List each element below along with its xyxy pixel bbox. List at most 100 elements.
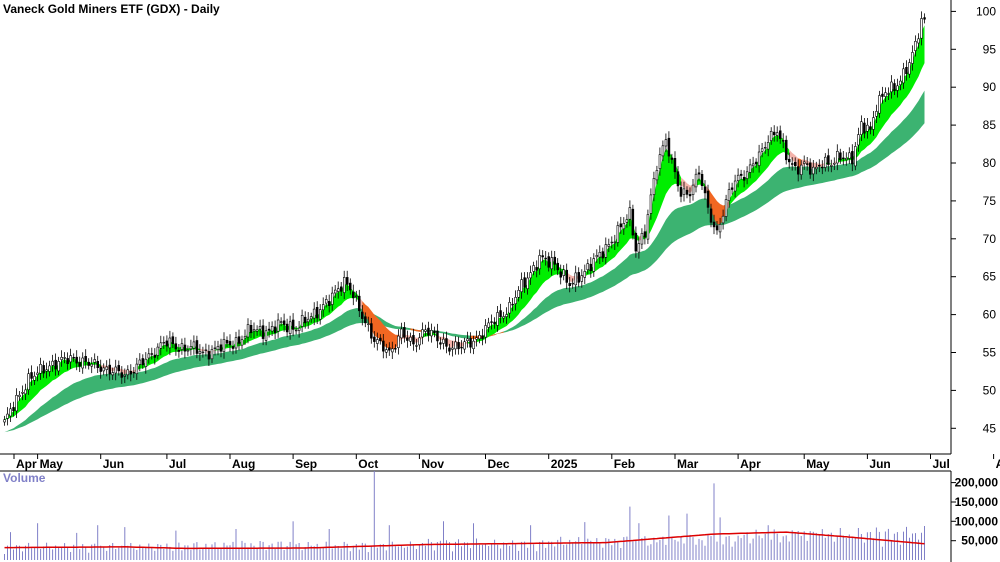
candle-body [619, 223, 623, 228]
candle [920, 11, 923, 46]
candle-body [264, 330, 268, 341]
candle [454, 336, 457, 355]
candle-body [186, 349, 190, 352]
short-term-ema-band-weak [199, 348, 215, 355]
candle [144, 352, 148, 374]
candle-body [830, 165, 833, 167]
candle [622, 217, 626, 235]
candle-body [682, 188, 686, 195]
candle-body [105, 366, 109, 370]
candle [640, 228, 644, 249]
volume-panel [0, 470, 951, 560]
candle-body [778, 130, 782, 139]
candle [646, 209, 650, 244]
candle-body [51, 360, 54, 366]
candle [796, 159, 800, 182]
candle [201, 346, 205, 358]
candle [117, 360, 121, 376]
candle-body [460, 346, 463, 349]
short-term-ema-band-weak [831, 157, 838, 165]
candle-body [370, 323, 373, 339]
candle [565, 263, 568, 290]
candle [367, 316, 370, 332]
candle [30, 365, 33, 386]
candle [872, 111, 875, 136]
candle-body [493, 321, 496, 325]
candle-body [673, 158, 677, 173]
candle-body [183, 344, 187, 352]
candle-body [360, 311, 364, 319]
candle [823, 153, 827, 172]
candle [754, 158, 758, 168]
candle [742, 170, 746, 188]
x-tick-label: May [40, 457, 64, 471]
candle-body [424, 329, 427, 332]
x-tick-label: Mar [677, 457, 699, 471]
candle [240, 335, 244, 350]
candle-body [162, 341, 166, 344]
candle [851, 144, 854, 172]
candle-body [415, 345, 418, 347]
candle [715, 221, 719, 235]
candle-body [144, 358, 148, 367]
candle-body [721, 215, 725, 224]
candle-body [652, 178, 656, 195]
candle [583, 264, 586, 285]
candle [863, 118, 866, 139]
candle-body [261, 325, 265, 339]
volume-tick-label: 50,000 [961, 534, 998, 548]
short-term-ema-band-up [825, 162, 832, 165]
candle-body [403, 327, 406, 338]
candle-body [577, 272, 580, 283]
candle-body [54, 359, 57, 370]
candle-body [664, 139, 668, 147]
candle-body [814, 166, 818, 170]
candle [899, 75, 902, 91]
candle [45, 362, 48, 379]
candle [48, 360, 51, 377]
candle [802, 155, 806, 170]
candle [592, 253, 595, 277]
candle [748, 158, 752, 179]
candle [132, 367, 136, 378]
candle [3, 415, 6, 426]
candle-body [69, 355, 72, 363]
x-tick-label: May [806, 457, 830, 471]
candle [902, 62, 905, 89]
candle-body [833, 162, 836, 165]
candle-body [60, 356, 63, 360]
candle [499, 303, 502, 324]
candle [529, 265, 532, 285]
candle-body [315, 306, 319, 319]
candle-body [249, 324, 253, 334]
candle-body [586, 263, 589, 271]
candle-body [18, 394, 21, 397]
candle [207, 344, 211, 366]
candle-body [288, 321, 292, 334]
candle-body [21, 391, 24, 394]
candle-body [863, 122, 866, 134]
candle [866, 118, 869, 139]
candle-body [712, 221, 716, 228]
candle [811, 160, 815, 182]
candle-body [872, 117, 875, 130]
candle-body [556, 262, 559, 271]
candle-body [373, 336, 376, 342]
candle [463, 337, 466, 354]
candle [12, 401, 15, 417]
candle-body [823, 156, 827, 168]
short-term-ema-band-up [476, 259, 567, 343]
candle-body [3, 419, 6, 423]
candle [896, 78, 899, 98]
candle-body [781, 140, 785, 142]
candle [282, 313, 286, 332]
candle-body [481, 335, 484, 339]
volume-tick-label: 100,000 [955, 514, 999, 528]
x-tick-label: Aug [232, 457, 255, 471]
candle [418, 333, 421, 350]
candle [613, 234, 617, 250]
candle [616, 221, 620, 247]
candle [508, 297, 511, 319]
candle [733, 174, 737, 198]
price-tick-label: 60 [983, 308, 997, 322]
